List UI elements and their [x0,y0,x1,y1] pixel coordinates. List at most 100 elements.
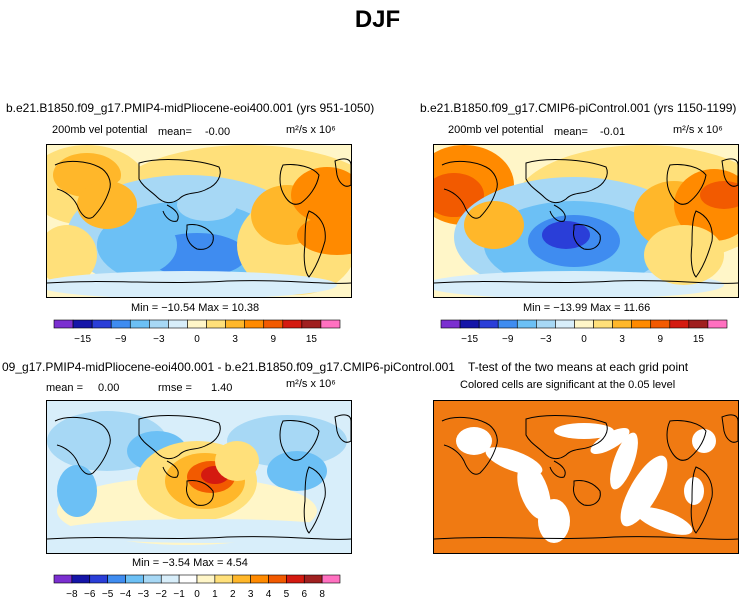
colorbar-swatch [107,574,126,584]
colorbar-swatch [286,574,305,584]
colorbar-swatch [125,574,144,584]
panel1-variable: 200mb vel potential [52,124,148,136]
colorbar-swatch [110,319,131,329]
panel2-map [433,144,739,298]
colorbar-tick-label: −15 [74,334,91,345]
contour-fill-14 [47,271,337,297]
panel1-mean-label: mean= [158,126,192,138]
coastline-0 [54,160,111,219]
colorbar-swatch [178,574,198,584]
coastline-3 [573,224,601,250]
panel4-title: T-test of the two means at each grid poi… [468,360,689,374]
coastline-6 [334,158,351,187]
not-significant-area-2 [517,462,551,520]
coastline-4 [279,420,320,461]
colorbar-tick-label: 9 [657,334,663,345]
colorbar-swatch [612,319,632,329]
contour-fill-7 [97,215,177,275]
colorbar-swatch [516,319,537,329]
panel3-mean-value: 0.00 [98,382,120,394]
coastline-4 [279,164,320,205]
colorbar-swatch [149,319,169,329]
contour-fill-4 [267,451,327,491]
coastline-2 [549,204,566,222]
colorbar-swatch [72,319,93,329]
colorbar-tick-label: 15 [693,334,705,345]
contour-fill-10 [291,167,351,223]
colorbar-tick-label: 2 [230,589,236,600]
colorbar-swatch [536,319,556,329]
coastline-7 [434,280,738,284]
contour-fill-6 [177,189,237,221]
colorbar-swatch [53,574,73,584]
colorbar-tick-label: −15 [461,334,478,345]
coastline-group [434,158,738,284]
coastline-group [47,158,351,284]
colorbar-tick-label: −6 [84,589,96,600]
colorbar-swatch [143,574,162,584]
panel3-colorbar: −8 −6 −5 −4 −3 −2 −1 0 1 2 3 4 5 6 8 [53,574,341,603]
panel3-map [46,400,352,554]
colorbar-swatch [53,319,74,329]
coastline-5 [690,466,713,534]
panel3-rmse-value: 1.40 [211,382,233,394]
colorbar-swatch [129,319,150,329]
colorbar-tick-label: 1 [212,589,218,600]
contour-fill-10 [215,441,259,481]
colorbar-swatch [268,574,287,584]
colorbar-swatch [669,319,690,329]
figure-title: DJF [354,6,401,33]
panel2-title: b.e21.B1850.f09_g17.CMIP6-piControl.001 … [420,101,737,115]
colorbar-tick-label: −9 [115,334,127,345]
colorbar-swatch [631,319,652,329]
colorbar-swatch [320,319,341,329]
colorbar-tick-label: 3 [619,334,625,345]
coastline-7 [47,280,351,284]
coastline-6 [721,158,738,187]
not-significant-area-9 [692,429,716,453]
colorbar-tick-label: 0 [581,334,587,345]
colorbar-tick-label: 9 [270,334,276,345]
colorbar-swatch [459,319,480,329]
panel2-minmax: Min = −13.99 Max = 11.66 [523,302,651,314]
panel1-units: m²/s x 10⁶ [286,124,336,136]
colorbar-tick-label: 0 [194,334,200,345]
colorbar-swatch [71,574,91,584]
panel2-variable: 200mb vel potential [448,124,544,136]
colorbar-tick-label: 3 [232,334,238,345]
contour-fill-11 [57,465,97,517]
colorbar-swatch [303,574,323,584]
panel4-map [433,400,739,554]
coastline-group [434,414,738,540]
coastline-3 [186,480,214,506]
contour-fill-11 [297,215,351,255]
colorbar-swatch [574,319,594,329]
colorbar-swatch [282,319,303,329]
coastline-1 [525,415,608,460]
colorbar-swatch [301,319,322,329]
coastline-3 [186,224,214,250]
coastline-5 [303,466,326,534]
colorbar-tick-label: 4 [266,589,272,600]
colorbar-swatch [160,574,180,584]
coastline-6 [721,414,738,443]
contour-fill-12 [57,519,351,543]
not-significant-area-4 [590,428,630,454]
panel2-units: m²/s x 10⁶ [673,124,723,136]
colorbar-tick-label: −1 [173,589,185,600]
colorbar-swatch [707,319,728,329]
coastline-0 [54,416,111,475]
contour-fill-10 [464,201,524,249]
not-significant-area-5 [610,432,638,490]
contour-fill-12 [77,181,137,229]
not-significant-area-8 [554,423,614,439]
panel3-minmax: Min = −3.54 Max = 4.54 [132,557,248,569]
coastline-7 [434,536,738,540]
coastline-4 [666,164,707,205]
contour-fill-12 [644,225,724,285]
colorbar-swatch [91,319,112,329]
panel1-map [46,144,352,298]
colorbar-swatch [650,319,671,329]
colorbar-tick-label: 5 [284,589,290,600]
colorbar-swatch [232,574,251,584]
